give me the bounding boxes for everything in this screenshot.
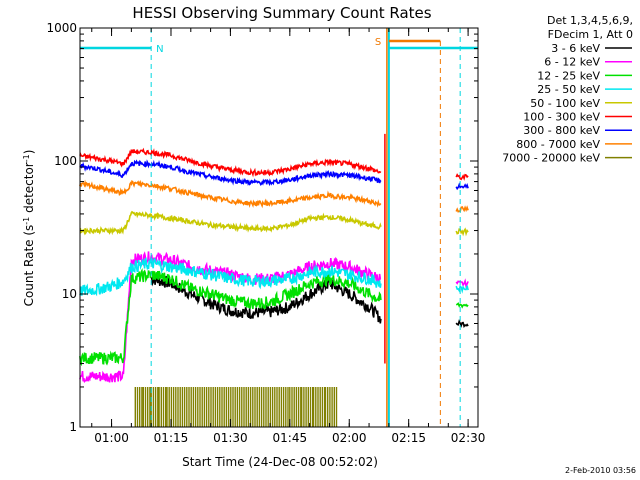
series-3-line: [79, 257, 382, 297]
x-tick-label-1: 01:15: [154, 431, 189, 445]
series-3-tail: [455, 284, 469, 294]
legend-label-5: 100 - 300 keV: [523, 111, 600, 124]
y-tick-label-0: 1: [69, 420, 77, 434]
x-tick-label-3: 01:45: [273, 431, 308, 445]
x-tick-label-5: 02:15: [391, 431, 426, 445]
legend: Det 1,3,4,5,6,9, FDecim 1, Att 0 3 - 6 k…: [502, 14, 633, 165]
x-tick-label-4: 02:00: [332, 431, 367, 445]
legend-label-0: 3 - 6 keV: [551, 42, 600, 55]
x-tick-label-6: 02:30: [451, 431, 486, 445]
annotation-s-label: S: [375, 37, 381, 48]
series-5-tail: [455, 173, 469, 181]
y-tick-label-1: 10: [62, 287, 77, 301]
legend-label-8: 7000 - 20000 keV: [502, 152, 600, 165]
x-tick-label-2: 01:30: [213, 431, 248, 445]
series-4-tail: [455, 227, 469, 237]
legend-label-6: 300 - 800 keV: [523, 124, 600, 137]
series-0-tail: [455, 319, 469, 328]
series-2-tail: [455, 302, 469, 309]
legend-header-line-1: Det 1,3,4,5,6,9,: [547, 14, 633, 27]
series-7-tail: [455, 205, 469, 213]
annotation-n-label: N: [156, 44, 163, 55]
x-tick-label-0: 01:00: [94, 431, 129, 445]
legend-label-3: 25 - 50 keV: [537, 83, 600, 96]
data-layer: [79, 147, 469, 427]
series-8: [134, 387, 338, 427]
legend-header-line-2: FDecim 1, Att 0: [548, 28, 633, 41]
legend-label-7: 800 - 7000 keV: [516, 138, 600, 151]
ticks-layer: 01:00 01:15 01:30 01:45 02:00 02:15 02:30 1 10 10…: [46, 21, 485, 445]
series-5-line: [79, 147, 382, 178]
legend-label-4: 50 - 100 keV: [530, 97, 600, 110]
series-7-line: [79, 179, 382, 209]
series-6-line: [79, 159, 382, 187]
timestamp: 2-Feb-2010 03:56: [565, 466, 636, 475]
chart-title: HESSI Observing Summary Count Rates: [132, 4, 431, 22]
legend-label-2: 12 - 25 keV: [537, 69, 600, 82]
legend-label-1: 6 - 12 keV: [544, 56, 600, 69]
y-tick-label-2: 100: [54, 154, 77, 168]
y-tick-label-3: 1000: [46, 21, 77, 35]
series-4-line: [79, 210, 382, 236]
series-1-tail: [455, 278, 469, 289]
series-6-tail: [455, 182, 469, 191]
x-axis-label: Start Time (24-Dec-08 00:52:02): [182, 455, 378, 469]
plot-frame: [79, 27, 479, 428]
y-axis-label: Count Rate (s-1 detector-1): [22, 150, 36, 307]
overlay-layer: NS: [80, 28, 478, 427]
series-2-line: [79, 268, 382, 367]
